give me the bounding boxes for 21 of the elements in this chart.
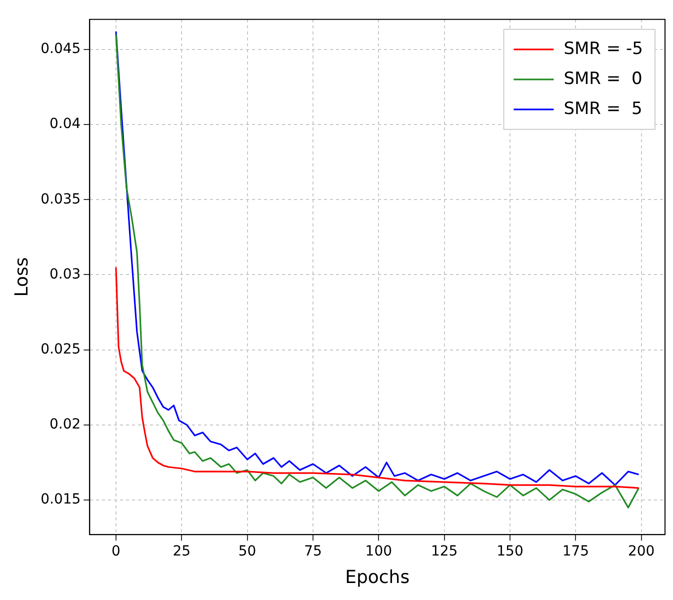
y-axis-title: Loss <box>11 257 32 297</box>
x-tick-label: 150 <box>496 544 524 560</box>
y-tick-label: 0.035 <box>40 191 81 208</box>
y-tick-label: 0.015 <box>40 492 81 508</box>
x-tick-label: 200 <box>628 544 655 560</box>
legend-label: SMR = -5 <box>564 38 644 59</box>
x-tick-label: 125 <box>430 544 458 560</box>
x-axis-title: Epochs <box>345 566 410 588</box>
legend-label: SMR = 5 <box>564 98 642 119</box>
y-tick-label: 0.03 <box>50 266 81 282</box>
y-tick-label: 0.04 <box>50 116 81 132</box>
x-tick-label: 100 <box>365 544 392 560</box>
x-tick-label: 50 <box>238 544 256 560</box>
y-tick-label: 0.02 <box>50 416 81 433</box>
x-tick-label: 175 <box>562 544 590 560</box>
x-tick-label: 75 <box>304 544 322 560</box>
y-tick-label: 0.045 <box>40 41 81 58</box>
y-tick-label: 0.025 <box>40 341 81 358</box>
legend-label: SMR = 0 <box>564 68 642 89</box>
x-tick-label: 25 <box>172 544 191 560</box>
x-tick-label: 0 <box>111 544 120 560</box>
